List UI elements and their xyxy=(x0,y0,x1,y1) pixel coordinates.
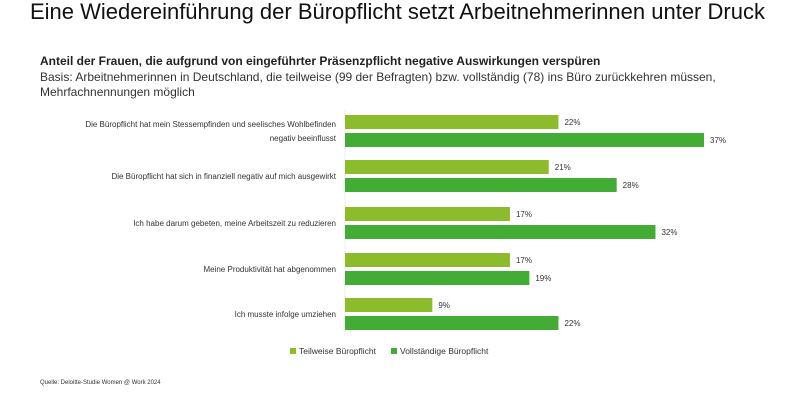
chart-basis-note: Basis: Arbeitnehmerinnen in Deutschland,… xyxy=(40,70,716,99)
data-label: 17% xyxy=(516,210,532,219)
source-note: Quelle: Deloitte-Studie Women @ Work 202… xyxy=(40,380,161,386)
data-label: 9% xyxy=(438,301,450,310)
bar xyxy=(345,133,704,147)
category-label: Die Büropflicht hat sich in finanziell n… xyxy=(111,172,336,181)
bar xyxy=(345,253,510,267)
bar xyxy=(345,178,617,192)
data-label: 19% xyxy=(535,274,551,283)
bar xyxy=(345,316,559,330)
bar xyxy=(345,271,530,285)
data-label: 32% xyxy=(661,228,677,237)
bar xyxy=(345,225,656,239)
data-label: 21% xyxy=(555,163,571,172)
data-label: 22% xyxy=(564,118,580,127)
legend-swatch xyxy=(290,348,296,354)
category-label: Ich musste infolge umziehen xyxy=(235,310,336,319)
bar xyxy=(345,298,433,312)
chart-title: Eine Wiedereinführung der Büropflicht se… xyxy=(30,0,765,24)
category-label: Ich habe darum gebeten, meine Arbeitszei… xyxy=(133,219,336,228)
bar xyxy=(345,207,510,221)
data-label: 22% xyxy=(564,319,580,328)
data-label: 28% xyxy=(623,181,639,190)
legend-label: Teilweise Büropflicht xyxy=(299,346,377,356)
category-label: Meine Produktivität hat abgenommen xyxy=(203,265,336,274)
bar xyxy=(345,115,559,129)
data-label: 37% xyxy=(710,136,726,145)
chart-subtitle: Anteil der Frauen, die aufgrund von eing… xyxy=(40,54,601,68)
legend-label: Vollständige Büropflicht xyxy=(400,346,489,356)
data-label: 17% xyxy=(516,256,532,265)
legend-swatch xyxy=(391,348,397,354)
bar xyxy=(345,160,549,174)
category-label: Die Büropflicht hat mein Stessempfinden … xyxy=(85,120,336,143)
